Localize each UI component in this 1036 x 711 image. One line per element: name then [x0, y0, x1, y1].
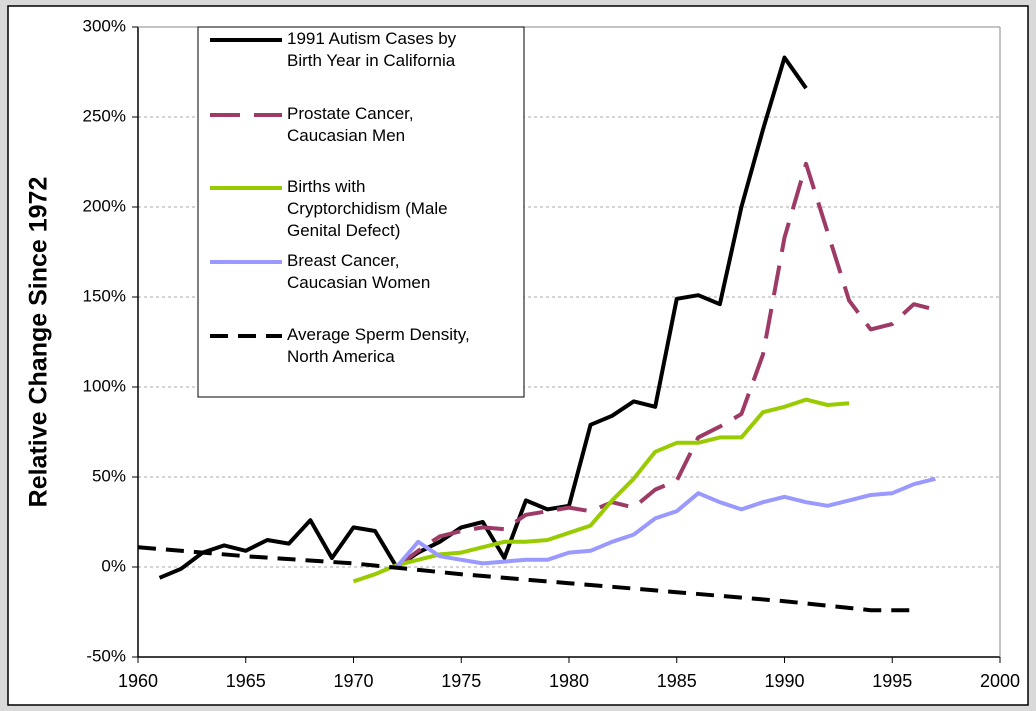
- x-tick-label: 2000: [980, 671, 1020, 691]
- y-tick-label: 250%: [83, 106, 126, 125]
- legend-label: 1991 Autism Cases by Birth Year in Califo…: [287, 29, 457, 70]
- series-line: [137, 545, 914, 613]
- x-tick-label: 1975: [441, 671, 481, 691]
- y-tick-label: 150%: [83, 286, 126, 305]
- x-tick-label: 1995: [872, 671, 912, 691]
- y-tick-label: 200%: [83, 196, 126, 215]
- x-tick-label: 1970: [333, 671, 373, 691]
- y-tick-label: -50%: [86, 646, 126, 665]
- legend-label: Prostate Cancer, Caucasian Men: [287, 104, 414, 145]
- legend-label: Average Sperm Density, North America: [287, 325, 470, 366]
- y-axis-title: Relative Change Since 1972: [25, 177, 53, 508]
- y-tick-label: 0%: [101, 556, 126, 575]
- x-tick-label: 1980: [549, 671, 589, 691]
- y-tick-label: 300%: [83, 16, 126, 35]
- series-line: [395, 161, 936, 569]
- legend-label: Breast Cancer, Caucasian Women: [287, 251, 430, 292]
- x-tick-label: 1960: [118, 671, 158, 691]
- series-line: [158, 55, 808, 580]
- y-tick-label: 100%: [83, 376, 126, 395]
- x-tick-label: 1990: [764, 671, 804, 691]
- series-line: [395, 476, 936, 569]
- x-tick-label: 1985: [657, 671, 697, 691]
- x-tick-label: 1965: [226, 671, 266, 691]
- y-tick-label: 50%: [92, 466, 126, 485]
- legend-label: Births with Cryptorchidism (Male Genital D…: [287, 177, 448, 240]
